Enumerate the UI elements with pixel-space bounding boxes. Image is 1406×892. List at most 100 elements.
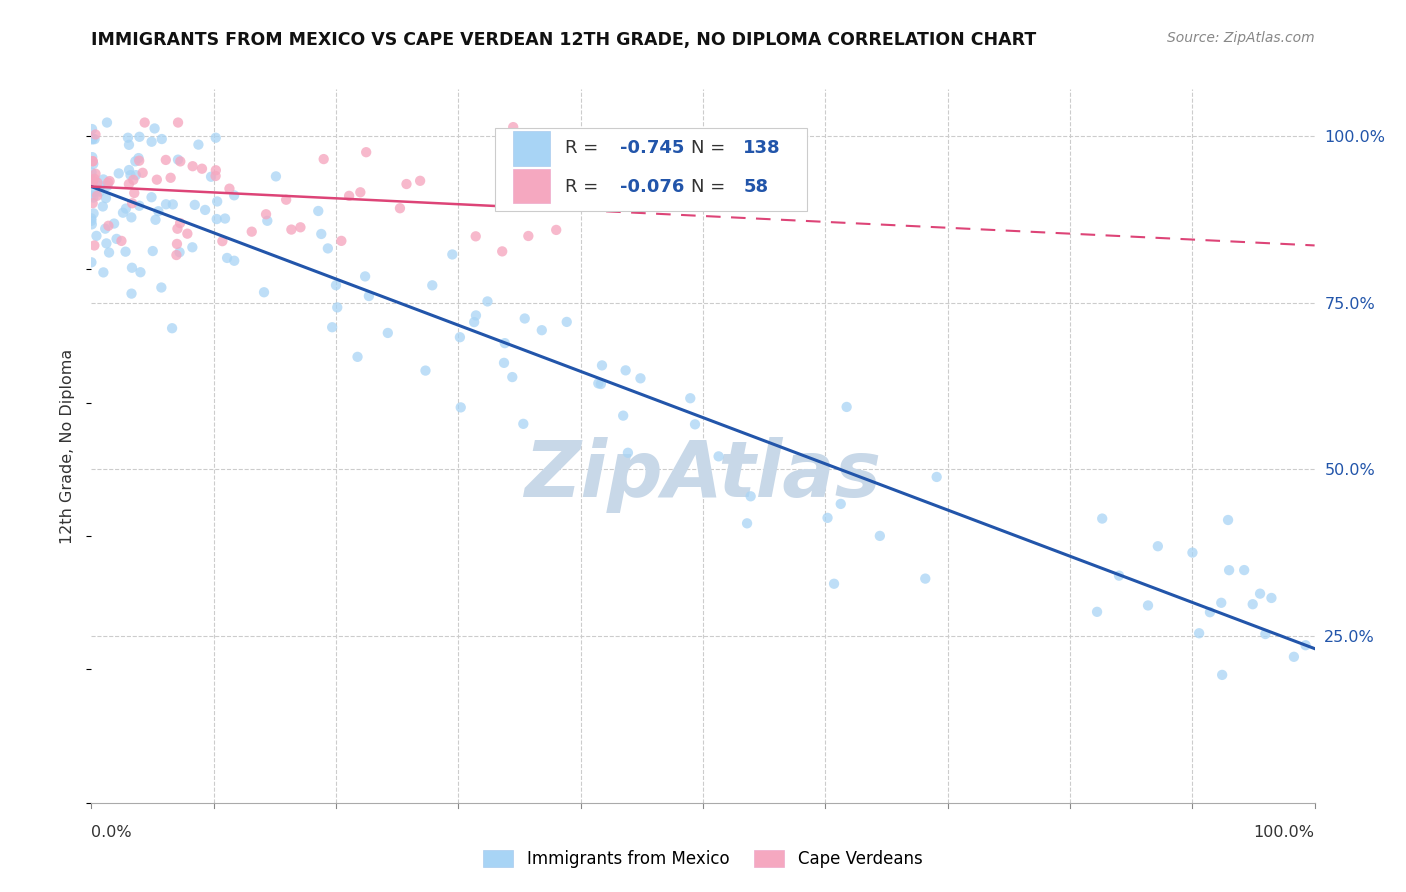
Point xyxy=(82,191,104,205)
Point xyxy=(84,128,107,142)
Point xyxy=(93,265,115,279)
Point xyxy=(307,204,329,219)
Point xyxy=(83,132,105,146)
Point xyxy=(589,376,612,391)
Y-axis label: 12th Grade, No Diploma: 12th Grade, No Diploma xyxy=(60,349,76,543)
Point xyxy=(98,174,121,188)
Text: N =: N = xyxy=(690,139,725,157)
Point xyxy=(1211,596,1233,610)
Point xyxy=(128,153,150,168)
Point xyxy=(1199,605,1222,619)
Point xyxy=(326,301,349,315)
Point xyxy=(128,151,150,165)
Point xyxy=(82,132,104,146)
Point xyxy=(110,234,132,248)
Point xyxy=(211,234,233,248)
Point xyxy=(679,391,702,405)
Point xyxy=(155,153,177,167)
Point xyxy=(169,216,191,230)
FancyBboxPatch shape xyxy=(513,169,550,203)
Point xyxy=(1085,605,1108,619)
Point xyxy=(925,470,948,484)
Text: R =: R = xyxy=(565,178,603,196)
Point xyxy=(86,188,108,202)
Point xyxy=(477,294,499,309)
Point xyxy=(191,161,214,176)
Point xyxy=(409,174,432,188)
Point xyxy=(96,115,118,129)
Point xyxy=(91,199,114,213)
Point xyxy=(224,188,246,202)
Point xyxy=(83,185,105,199)
Point xyxy=(121,286,143,301)
Point xyxy=(501,370,523,384)
Point xyxy=(82,154,104,169)
Point xyxy=(150,280,173,294)
Point xyxy=(817,511,839,525)
Point xyxy=(125,168,148,182)
Point xyxy=(617,446,640,460)
Point xyxy=(89,178,111,193)
Point xyxy=(492,356,515,370)
Point xyxy=(83,238,105,252)
Point xyxy=(82,131,104,145)
Point xyxy=(141,190,163,204)
Point xyxy=(205,212,228,227)
Point xyxy=(80,255,103,269)
Point xyxy=(1091,511,1114,525)
Point xyxy=(240,225,263,239)
Point xyxy=(224,253,246,268)
Point xyxy=(1108,568,1130,582)
Point xyxy=(683,417,706,432)
Point xyxy=(869,529,891,543)
Point xyxy=(321,320,343,334)
Text: Source: ZipAtlas.com: Source: ZipAtlas.com xyxy=(1167,31,1315,45)
Point xyxy=(555,315,578,329)
Text: ZipAtlas: ZipAtlas xyxy=(524,436,882,513)
Point xyxy=(176,227,198,241)
Point xyxy=(1137,599,1160,613)
Point xyxy=(205,163,228,178)
Point xyxy=(80,177,103,191)
Point xyxy=(337,189,360,203)
Legend: Immigrants from Mexico, Cape Verdeans: Immigrants from Mexico, Cape Verdeans xyxy=(477,843,929,875)
Point xyxy=(354,145,377,160)
Point xyxy=(83,171,105,186)
Point xyxy=(312,152,335,166)
Point xyxy=(205,194,228,209)
Point xyxy=(591,359,613,373)
Point xyxy=(357,289,380,303)
Point xyxy=(204,130,226,145)
FancyBboxPatch shape xyxy=(513,131,550,166)
Point xyxy=(89,185,111,199)
Point xyxy=(256,214,278,228)
Point xyxy=(290,220,312,235)
Point xyxy=(103,217,125,231)
Point xyxy=(1147,539,1170,553)
Point xyxy=(83,206,105,220)
Point xyxy=(121,196,143,211)
Point xyxy=(80,188,103,202)
Point xyxy=(1241,597,1264,611)
Point xyxy=(707,450,730,464)
Point xyxy=(169,154,191,169)
Point xyxy=(142,244,165,258)
Point xyxy=(84,167,107,181)
Point xyxy=(141,135,163,149)
Point xyxy=(145,212,167,227)
Point xyxy=(449,330,471,344)
Point xyxy=(128,129,150,144)
Point xyxy=(80,214,103,228)
Point xyxy=(150,132,173,146)
Point xyxy=(1295,638,1317,652)
Point xyxy=(124,186,146,200)
Point xyxy=(120,168,142,182)
Point xyxy=(97,176,120,190)
Point xyxy=(253,285,276,300)
Point xyxy=(1181,546,1204,560)
Point xyxy=(114,244,136,259)
Point xyxy=(80,122,103,136)
Point xyxy=(148,204,170,219)
Point xyxy=(82,150,104,164)
Point xyxy=(96,236,118,251)
